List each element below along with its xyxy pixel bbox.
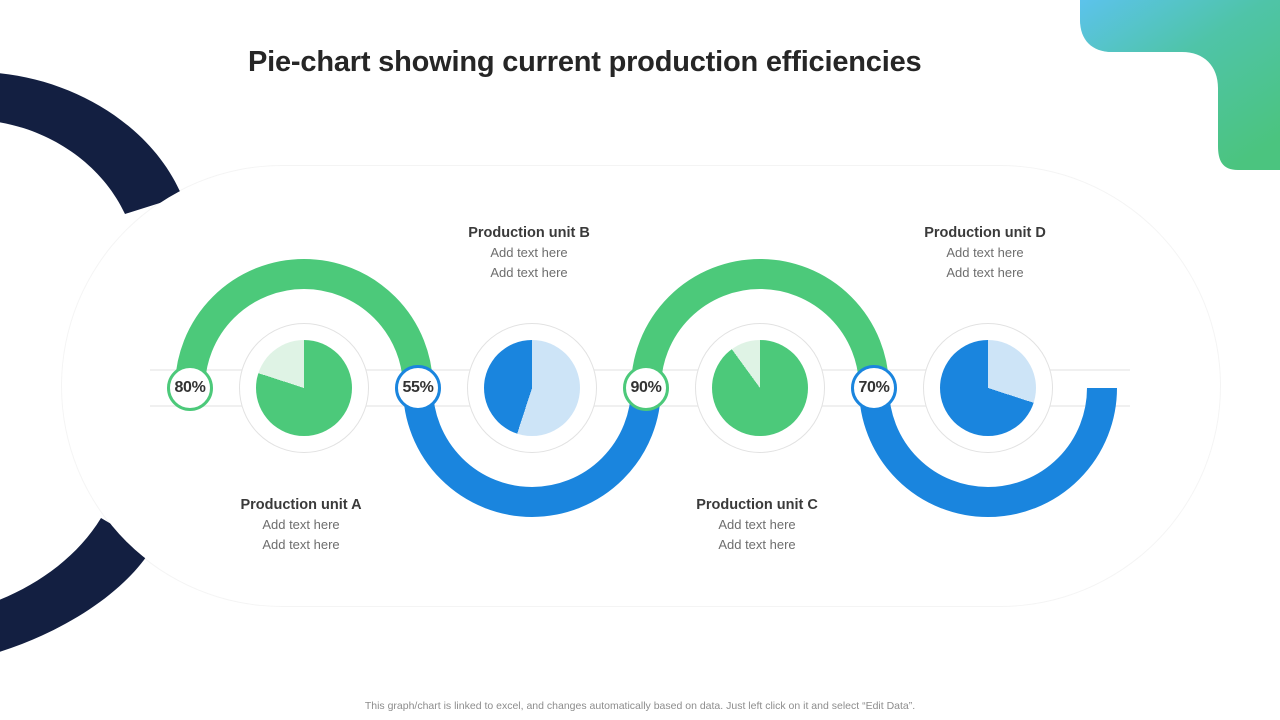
blue-arc-d bbox=[859, 387, 1117, 517]
unit-c-title: Production unit C bbox=[696, 497, 818, 513]
unit-a-line1: Add text here bbox=[262, 517, 340, 532]
badge-80[interactable]: 80% bbox=[167, 365, 213, 411]
footer-note: This graph/chart is linked to excel, and… bbox=[364, 700, 916, 712]
green-arc-c bbox=[631, 259, 889, 389]
page-title: Pie-chart showing current production eff… bbox=[248, 46, 922, 78]
unit-b-line1: Add text here bbox=[490, 245, 568, 260]
badge-90[interactable]: 90% bbox=[623, 365, 669, 411]
unit-c-line1: Add text here bbox=[718, 517, 796, 532]
unit-c-line2: Add text here bbox=[718, 536, 796, 552]
unit-b-title: Production unit B bbox=[468, 225, 590, 241]
unit-d-title: Production unit D bbox=[924, 225, 1046, 241]
unit-d-label: Production unit D Add text here Add text… bbox=[885, 223, 1085, 282]
badge-55[interactable]: 55% bbox=[395, 365, 441, 411]
unit-a-title: Production unit A bbox=[240, 497, 362, 513]
unit-b-pie bbox=[484, 340, 580, 436]
unit-a-pie bbox=[256, 340, 352, 436]
unit-d-line1: Add text here bbox=[946, 245, 1024, 260]
unit-a-line2: Add text here bbox=[262, 536, 340, 552]
blue-arc-b bbox=[403, 387, 661, 517]
unit-a-label: Production unit A Add text here Add text… bbox=[201, 495, 401, 554]
unit-c-pie bbox=[712, 340, 808, 436]
unit-b-line2: Add text here bbox=[490, 264, 568, 280]
unit-b-label: Production unit B Add text here Add text… bbox=[429, 223, 629, 282]
unit-d-pie bbox=[940, 340, 1036, 436]
unit-c-label: Production unit C Add text here Add text… bbox=[657, 495, 857, 554]
unit-d-line2: Add text here bbox=[946, 264, 1024, 280]
badge-70[interactable]: 70% bbox=[851, 365, 897, 411]
green-arc-a bbox=[175, 259, 433, 389]
